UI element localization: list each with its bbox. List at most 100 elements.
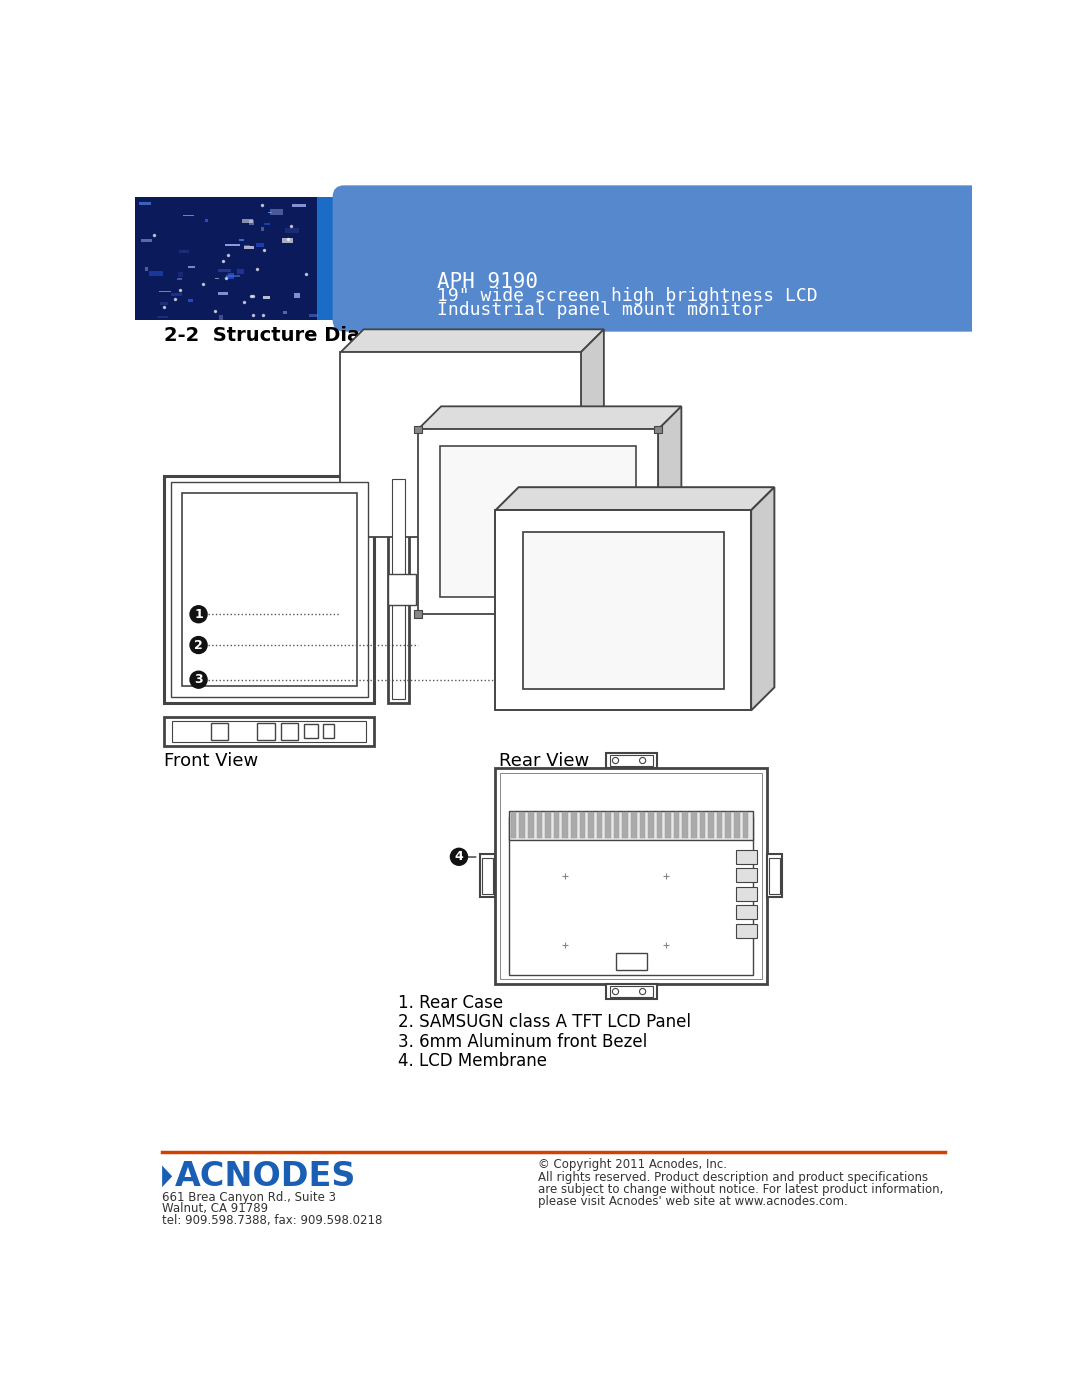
Bar bbox=[260, 226, 264, 231]
Bar bbox=[735, 849, 757, 863]
Text: 4. LCD Membrane: 4. LCD Membrane bbox=[399, 1052, 548, 1070]
Polygon shape bbox=[162, 1165, 172, 1187]
Circle shape bbox=[190, 637, 207, 654]
Bar bbox=[283, 312, 287, 314]
Polygon shape bbox=[340, 330, 604, 352]
Bar bbox=[606, 983, 657, 999]
Bar bbox=[654, 426, 662, 433]
Bar bbox=[323, 725, 334, 738]
Bar bbox=[309, 314, 318, 317]
Polygon shape bbox=[418, 407, 681, 429]
Bar bbox=[282, 237, 293, 243]
Bar bbox=[482, 858, 494, 894]
Bar bbox=[657, 812, 662, 838]
Text: please visit Acnodes' web site at www.acnodes.com.: please visit Acnodes' web site at www.ac… bbox=[538, 1196, 848, 1208]
Bar bbox=[735, 887, 757, 901]
Polygon shape bbox=[340, 352, 581, 538]
Bar bbox=[242, 219, 253, 224]
Bar bbox=[262, 296, 270, 299]
Bar bbox=[571, 812, 577, 838]
Bar bbox=[519, 812, 525, 838]
Text: APH 9190: APH 9190 bbox=[437, 271, 538, 292]
Bar bbox=[268, 211, 272, 214]
Text: 3: 3 bbox=[194, 673, 203, 686]
Polygon shape bbox=[496, 488, 774, 510]
Bar bbox=[769, 858, 780, 894]
Text: 3. 6mm Aluminum front Bezel: 3. 6mm Aluminum front Bezel bbox=[399, 1032, 648, 1051]
Circle shape bbox=[190, 606, 207, 623]
Bar bbox=[631, 812, 636, 838]
Text: 2-2  Structure Diagram: 2-2 Structure Diagram bbox=[164, 326, 418, 345]
Bar bbox=[139, 201, 151, 204]
Bar bbox=[164, 717, 374, 746]
Bar bbox=[691, 812, 697, 838]
Bar bbox=[160, 302, 168, 306]
Bar bbox=[726, 812, 731, 838]
Bar bbox=[743, 812, 748, 838]
Bar bbox=[537, 812, 542, 838]
Bar bbox=[683, 812, 688, 838]
Text: Industrial panel mount monitor: Industrial panel mount monitor bbox=[437, 302, 764, 319]
Bar bbox=[303, 725, 318, 738]
Bar bbox=[189, 267, 195, 268]
Text: 4: 4 bbox=[455, 851, 463, 863]
Bar bbox=[735, 905, 757, 919]
Polygon shape bbox=[523, 532, 724, 689]
Bar bbox=[145, 267, 148, 271]
Bar bbox=[179, 250, 189, 253]
FancyBboxPatch shape bbox=[333, 186, 984, 331]
Text: Rear View: Rear View bbox=[499, 752, 590, 770]
Bar bbox=[285, 229, 299, 233]
Bar bbox=[480, 855, 496, 897]
Bar bbox=[293, 204, 306, 207]
Bar bbox=[674, 812, 679, 838]
Bar bbox=[528, 812, 534, 838]
Text: All rights reserved. Product description and product specifications: All rights reserved. Product description… bbox=[538, 1171, 928, 1183]
Bar bbox=[226, 275, 241, 277]
Polygon shape bbox=[581, 330, 604, 538]
Bar bbox=[735, 923, 757, 937]
Bar bbox=[496, 768, 767, 983]
Text: ACNODES: ACNODES bbox=[175, 1160, 356, 1193]
Bar bbox=[414, 610, 422, 617]
Bar bbox=[218, 314, 222, 320]
Text: Walnut, CA 91789: Walnut, CA 91789 bbox=[162, 1203, 268, 1215]
Bar bbox=[596, 812, 603, 838]
Text: 661 Brea Canyon Rd., Suite 3: 661 Brea Canyon Rd., Suite 3 bbox=[162, 1190, 336, 1204]
Text: © Copyright 2011 Acnodes, Inc.: © Copyright 2011 Acnodes, Inc. bbox=[538, 1158, 727, 1171]
Bar bbox=[606, 753, 657, 768]
Bar bbox=[639, 812, 645, 838]
Bar bbox=[256, 243, 265, 247]
Bar bbox=[545, 812, 551, 838]
Bar bbox=[388, 475, 409, 703]
Bar bbox=[648, 812, 653, 838]
Polygon shape bbox=[751, 488, 774, 711]
Bar bbox=[605, 812, 611, 838]
Bar bbox=[225, 244, 240, 246]
Bar bbox=[141, 239, 152, 242]
Bar bbox=[183, 215, 194, 217]
Bar bbox=[580, 812, 585, 838]
Bar bbox=[294, 293, 300, 298]
Bar bbox=[700, 812, 705, 838]
Bar bbox=[244, 246, 249, 247]
Bar bbox=[205, 219, 207, 222]
Bar bbox=[717, 812, 723, 838]
Text: 1: 1 bbox=[194, 608, 203, 620]
Circle shape bbox=[190, 671, 207, 689]
Bar bbox=[171, 293, 183, 296]
Bar bbox=[157, 316, 168, 317]
Bar bbox=[735, 869, 757, 882]
Bar bbox=[510, 810, 753, 840]
Bar bbox=[159, 291, 171, 292]
Circle shape bbox=[612, 989, 619, 995]
Bar bbox=[257, 722, 274, 740]
Bar bbox=[270, 210, 283, 215]
Bar bbox=[265, 224, 270, 225]
Bar bbox=[767, 855, 782, 897]
Bar bbox=[135, 197, 972, 320]
Bar bbox=[188, 299, 193, 302]
Text: 2. SAMSUGN class A TFT LCD Panel: 2. SAMSUGN class A TFT LCD Panel bbox=[399, 1013, 691, 1031]
Bar bbox=[510, 817, 753, 975]
Bar bbox=[708, 812, 714, 838]
